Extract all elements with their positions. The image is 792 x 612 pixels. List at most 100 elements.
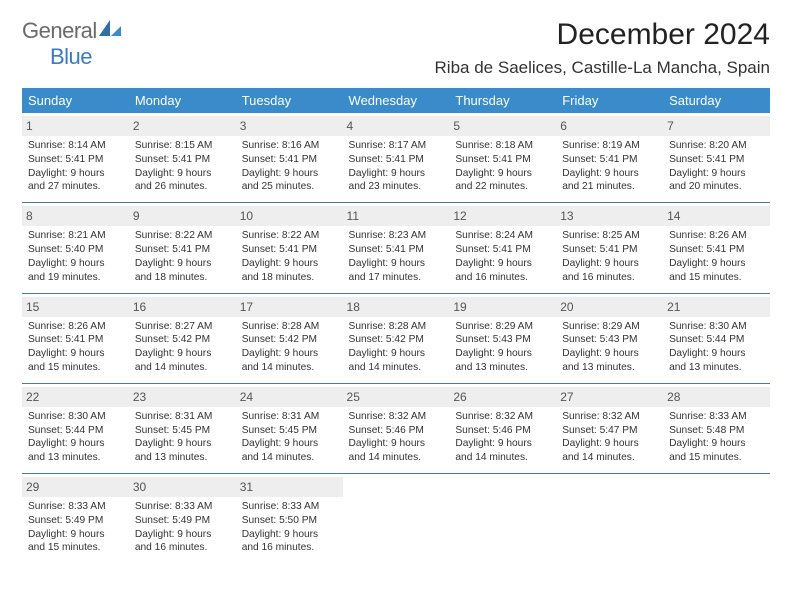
sunset-line: Sunset: 5:45 PM	[135, 424, 230, 438]
sunrise-line: Sunrise: 8:31 AM	[135, 410, 230, 424]
daylight-line: Daylight: 9 hours and 15 minutes.	[28, 347, 123, 375]
month-title: December 2024	[435, 18, 770, 52]
daylight-line: Daylight: 9 hours and 16 minutes.	[135, 528, 230, 556]
daylight-line: Daylight: 9 hours and 27 minutes.	[28, 167, 123, 195]
sunset-line: Sunset: 5:49 PM	[28, 514, 123, 528]
calendar-table: SundayMondayTuesdayWednesdayThursdayFrid…	[22, 88, 770, 563]
sunrise-line: Sunrise: 8:21 AM	[28, 229, 123, 243]
sunrise-line: Sunrise: 8:23 AM	[349, 229, 444, 243]
calendar-week-row: 29Sunrise: 8:33 AMSunset: 5:49 PMDayligh…	[22, 474, 770, 564]
calendar-empty-cell: .	[343, 474, 450, 564]
daylight-line: Daylight: 9 hours and 14 minutes.	[242, 347, 337, 375]
calendar-day-cell: 17Sunrise: 8:28 AMSunset: 5:42 PMDayligh…	[236, 293, 343, 383]
daylight-line: Daylight: 9 hours and 14 minutes.	[455, 437, 550, 465]
sunrise-line: Sunrise: 8:29 AM	[562, 320, 657, 334]
calendar-day-cell: 31Sunrise: 8:33 AMSunset: 5:50 PMDayligh…	[236, 474, 343, 564]
sunset-line: Sunset: 5:41 PM	[242, 243, 337, 257]
calendar-day-cell: 9Sunrise: 8:22 AMSunset: 5:41 PMDaylight…	[129, 203, 236, 293]
day-number: 13	[556, 206, 663, 226]
day-number: 16	[129, 297, 236, 317]
sunset-line: Sunset: 5:49 PM	[135, 514, 230, 528]
day-number: 4	[343, 116, 450, 136]
sunrise-line: Sunrise: 8:32 AM	[349, 410, 444, 424]
day-number: 27	[556, 387, 663, 407]
sunset-line: Sunset: 5:41 PM	[455, 153, 550, 167]
daylight-line: Daylight: 9 hours and 22 minutes.	[455, 167, 550, 195]
sunset-line: Sunset: 5:47 PM	[562, 424, 657, 438]
calendar-day-cell: 19Sunrise: 8:29 AMSunset: 5:43 PMDayligh…	[449, 293, 556, 383]
calendar-day-cell: 6 Sunrise: 8:19 AMSunset: 5:41 PMDaylight…	[556, 113, 663, 203]
sunrise-line: Sunrise: 8:27 AM	[135, 320, 230, 334]
sunset-line: Sunset: 5:41 PM	[669, 243, 764, 257]
sunrise-line: Sunrise: 8:17 AM	[349, 139, 444, 153]
daylight-line: Daylight: 9 hours and 14 minutes.	[349, 347, 444, 375]
calendar-day-cell: 8 Sunrise: 8:21 AMSunset: 5:40 PMDaylight…	[22, 203, 129, 293]
daylight-line: Daylight: 9 hours and 14 minutes.	[349, 437, 444, 465]
location-subtitle: Riba de Saelices, Castille-La Mancha, Sp…	[435, 58, 770, 78]
daylight-line: Daylight: 9 hours and 13 minutes.	[562, 347, 657, 375]
sunrise-line: Sunrise: 8:30 AM	[28, 410, 123, 424]
sunset-line: Sunset: 5:41 PM	[135, 243, 230, 257]
sunrise-line: Sunrise: 8:33 AM	[28, 500, 123, 514]
day-number: 24	[236, 387, 343, 407]
calendar-day-cell: 2Sunrise: 8:15 AMSunset: 5:41 PMDaylight…	[129, 113, 236, 203]
sunset-line: Sunset: 5:41 PM	[349, 243, 444, 257]
day-number: 18	[343, 297, 450, 317]
daylight-line: Daylight: 9 hours and 16 minutes.	[242, 528, 337, 556]
sunset-line: Sunset: 5:41 PM	[349, 153, 444, 167]
daylight-line: Daylight: 9 hours and 15 minutes.	[28, 528, 123, 556]
day-number: 1	[22, 116, 129, 136]
sunrise-line: Sunrise: 8:33 AM	[242, 500, 337, 514]
calendar-week-row: 8Sunrise: 8:21 AMSunset: 5:40 PMDaylight…	[22, 203, 770, 293]
daylight-line: Daylight: 9 hours and 19 minutes.	[28, 257, 123, 285]
sunrise-line: Sunrise: 8:18 AM	[455, 139, 550, 153]
sunset-line: Sunset: 5:41 PM	[562, 153, 657, 167]
day-number: 29	[22, 477, 129, 497]
calendar-body: 1Sunrise: 8:14 AMSunset: 5:41 PMDaylight…	[22, 113, 770, 563]
daylight-line: Daylight: 9 hours and 18 minutes.	[242, 257, 337, 285]
calendar-week-row: 15Sunrise: 8:26 AMSunset: 5:41 PMDayligh…	[22, 293, 770, 383]
sunset-line: Sunset: 5:48 PM	[669, 424, 764, 438]
day-header: Wednesday	[343, 88, 450, 113]
daylight-line: Daylight: 9 hours and 16 minutes.	[562, 257, 657, 285]
sunrise-line: Sunrise: 8:26 AM	[669, 229, 764, 243]
day-number: 6	[556, 116, 663, 136]
calendar-day-cell: 29 Sunrise: 8:33 AMSunset: 5:49 PMDayligh…	[22, 474, 129, 564]
daylight-line: Daylight: 9 hours and 13 minutes.	[669, 347, 764, 375]
sunrise-line: Sunrise: 8:31 AM	[242, 410, 337, 424]
sunset-line: Sunset: 5:45 PM	[242, 424, 337, 438]
calendar-day-cell: 13Sunrise: 8:25 AMSunset: 5:41 PMDayligh…	[556, 203, 663, 293]
daylight-line: Daylight: 9 hours and 14 minutes.	[135, 347, 230, 375]
daylight-line: Daylight: 9 hours and 23 minutes.	[349, 167, 444, 195]
day-number: 26	[449, 387, 556, 407]
sunset-line: Sunset: 5:50 PM	[242, 514, 337, 528]
calendar-day-cell: 18Sunrise: 8:28 AMSunset: 5:42 PMDayligh…	[343, 293, 450, 383]
day-number: 12	[449, 206, 556, 226]
calendar-empty-cell: .	[663, 474, 770, 564]
sunrise-line: Sunrise: 8:15 AM	[135, 139, 230, 153]
sunrise-line: Sunrise: 8:14 AM	[28, 139, 123, 153]
daylight-line: Daylight: 9 hours and 13 minutes.	[455, 347, 550, 375]
day-number: 3	[236, 116, 343, 136]
calendar-day-cell: 24Sunrise: 8:31 AMSunset: 5:45 PMDayligh…	[236, 383, 343, 473]
day-number: 8	[22, 206, 129, 226]
calendar-day-cell: 30Sunrise: 8:33 AMSunset: 5:49 PMDayligh…	[129, 474, 236, 564]
daylight-line: Daylight: 9 hours and 21 minutes.	[562, 167, 657, 195]
sunrise-line: Sunrise: 8:19 AM	[562, 139, 657, 153]
sunset-line: Sunset: 5:40 PM	[28, 243, 123, 257]
daylight-line: Daylight: 9 hours and 26 minutes.	[135, 167, 230, 195]
calendar-day-cell: 15Sunrise: 8:26 AMSunset: 5:41 PMDayligh…	[22, 293, 129, 383]
day-header: Friday	[556, 88, 663, 113]
sunset-line: Sunset: 5:41 PM	[242, 153, 337, 167]
sunrise-line: Sunrise: 8:25 AM	[562, 229, 657, 243]
day-number: 20	[556, 297, 663, 317]
logo-blue: Blue	[50, 44, 92, 69]
day-number: 25	[343, 387, 450, 407]
daylight-line: Daylight: 9 hours and 18 minutes.	[135, 257, 230, 285]
calendar-day-cell: 4 Sunrise: 8:17 AMSunset: 5:41 PMDaylight…	[343, 113, 450, 203]
day-number: 14	[663, 206, 770, 226]
day-number: 5	[449, 116, 556, 136]
sunset-line: Sunset: 5:41 PM	[669, 153, 764, 167]
calendar-day-cell: 20Sunrise: 8:29 AMSunset: 5:43 PMDayligh…	[556, 293, 663, 383]
day-number: 19	[449, 297, 556, 317]
